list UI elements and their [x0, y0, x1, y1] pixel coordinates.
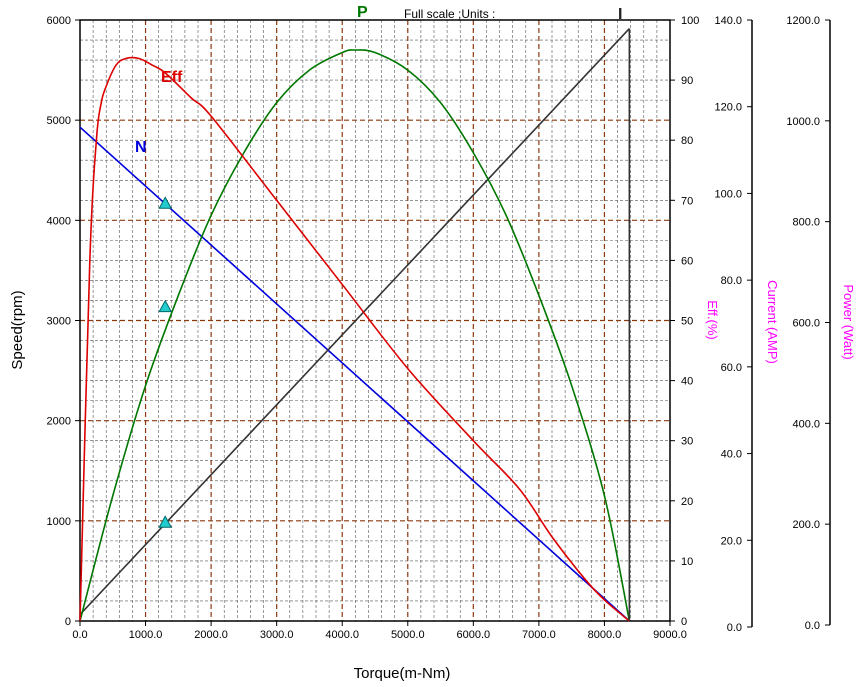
- power-tick-label: 0.0: [805, 620, 820, 632]
- speed-tick-label: 0: [65, 616, 71, 628]
- series-line-p: [79, 49, 631, 622]
- speed-tick-label: 2000: [47, 416, 71, 428]
- operating-point-marker: [158, 299, 173, 313]
- eff-tick-label: 60: [681, 255, 693, 267]
- eff-tick-label: 30: [681, 436, 693, 448]
- power-tick-label: 200.0: [792, 519, 820, 531]
- series-line-n: [79, 126, 630, 622]
- current-tick-label: 0.0: [727, 622, 742, 634]
- power-tick-label: 400.0: [792, 418, 820, 430]
- x-tick-label: 3000.0: [260, 629, 294, 641]
- x-tick-label: 1000.0: [129, 629, 163, 641]
- full-scale-note: Full scale ;Units :: [404, 7, 495, 21]
- current-tick-label: 100.0: [714, 188, 742, 200]
- current-tick-label: 120.0: [714, 102, 742, 114]
- eff-tick-label: 0: [681, 616, 687, 628]
- power-tick-label: 600.0: [792, 318, 820, 330]
- eff-tick-label: 70: [681, 195, 693, 207]
- eff-tick-label: 80: [681, 135, 693, 147]
- x-tick-label: 6000.0: [457, 629, 491, 641]
- eff-axis-title: Eff.(%): [705, 300, 720, 340]
- current-tick-label: 140.0: [714, 15, 742, 27]
- speed-axis-title: Speed(rpm): [9, 290, 26, 369]
- series-label-p: P: [357, 4, 368, 21]
- speed-tick-label: 4000: [47, 215, 71, 227]
- power-tick-label: 1000.0: [786, 116, 820, 128]
- operating-point-marker: [158, 196, 173, 209]
- speed-tick-label: 1000: [47, 516, 71, 528]
- speed-tick-label: 3000: [47, 316, 71, 328]
- eff-tick-label: 50: [681, 316, 693, 328]
- series-line-i: [79, 28, 630, 616]
- eff-tick-label: 40: [681, 376, 693, 388]
- current-axis-title: Current (AMP): [765, 280, 780, 364]
- eff-tick-label: 100: [681, 15, 699, 27]
- eff-tick-label: 10: [681, 556, 693, 568]
- x-tick-label: 8000.0: [588, 629, 622, 641]
- current-tick-label: 60.0: [721, 362, 742, 374]
- series-label-eff: Eff: [161, 69, 183, 86]
- current-tick-label: 40.0: [721, 449, 742, 461]
- series-lines: [79, 28, 631, 622]
- operating-point-marker: [158, 515, 173, 528]
- x-tick-label: 9000.0: [653, 629, 687, 641]
- series-line-eff: [79, 56, 630, 622]
- x-axis-title: Torque(m-Nm): [354, 665, 451, 682]
- speed-tick-label: 5000: [47, 115, 71, 127]
- current-tick-label: 20.0: [721, 535, 742, 547]
- x-tick-label: 0.0: [72, 629, 87, 641]
- eff-tick-label: 20: [681, 496, 693, 508]
- operating-point-markers: [158, 196, 173, 528]
- axes: 0.0 1000.0 2000.0 3000.0 4000.0 5000.0 6000.0 7…: [47, 15, 831, 641]
- power-tick-label: 1200.0: [786, 15, 820, 27]
- eff-tick-label: 90: [681, 75, 693, 87]
- x-tick-label: 5000.0: [391, 629, 425, 641]
- series-label-n: N: [135, 139, 147, 156]
- x-tick-label: 7000.0: [522, 629, 556, 641]
- current-tick-label: 80.0: [721, 275, 742, 287]
- x-tick-label: 4000.0: [325, 629, 359, 641]
- speed-tick-label: 6000: [47, 15, 71, 27]
- x-tick-label: 2000.0: [194, 629, 228, 641]
- series-label-i: I: [618, 6, 622, 23]
- power-tick-label: 800.0: [792, 217, 820, 229]
- power-axis-title: Power (Watt): [841, 284, 856, 359]
